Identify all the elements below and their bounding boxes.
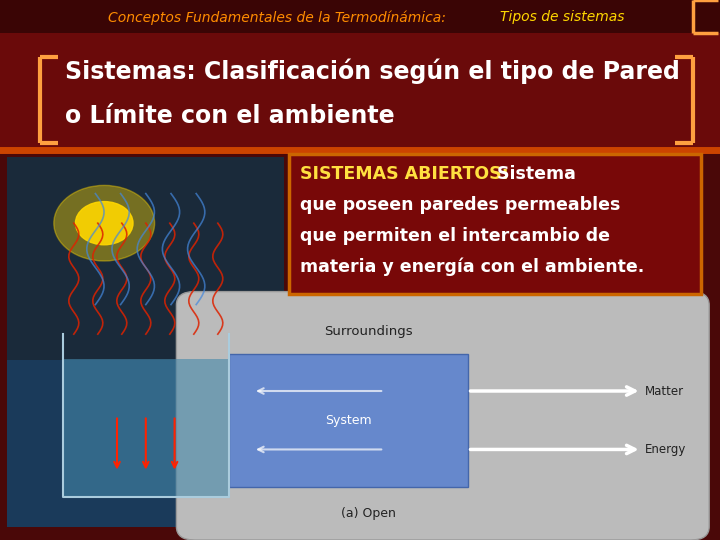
Text: Surroundings: Surroundings: [324, 325, 413, 338]
Text: que permiten el intercambio de: que permiten el intercambio de: [300, 227, 611, 245]
Text: System: System: [325, 414, 372, 427]
Circle shape: [54, 185, 155, 261]
Text: Conceptos Fundamentales de la Termodínámica:: Conceptos Fundamentales de la Termodínám…: [108, 10, 450, 24]
Text: o Límite con el ambiente: o Límite con el ambiente: [65, 104, 395, 128]
Text: que poseen paredes permeables: que poseen paredes permeables: [300, 196, 621, 214]
FancyBboxPatch shape: [0, 0, 720, 35]
FancyBboxPatch shape: [229, 354, 468, 487]
Text: Sistemas: Clasificación según el tipo de Pared: Sistemas: Clasificación según el tipo de…: [65, 58, 680, 84]
Text: Matter: Matter: [645, 384, 684, 397]
FancyBboxPatch shape: [7, 157, 284, 360]
Text: Tipos de sistemas: Tipos de sistemas: [500, 10, 625, 24]
FancyBboxPatch shape: [0, 33, 720, 148]
Text: materia y energía con el ambiente.: materia y energía con el ambiente.: [300, 258, 644, 276]
Text: (a) Open: (a) Open: [341, 507, 396, 519]
FancyBboxPatch shape: [176, 292, 709, 540]
Text: Sistema: Sistema: [479, 165, 576, 184]
Circle shape: [76, 201, 133, 245]
Text: Energy: Energy: [645, 443, 686, 456]
Text: SISTEMAS ABIERTOS:: SISTEMAS ABIERTOS:: [300, 165, 509, 184]
FancyBboxPatch shape: [7, 157, 284, 526]
FancyBboxPatch shape: [289, 154, 701, 294]
FancyBboxPatch shape: [63, 359, 229, 497]
